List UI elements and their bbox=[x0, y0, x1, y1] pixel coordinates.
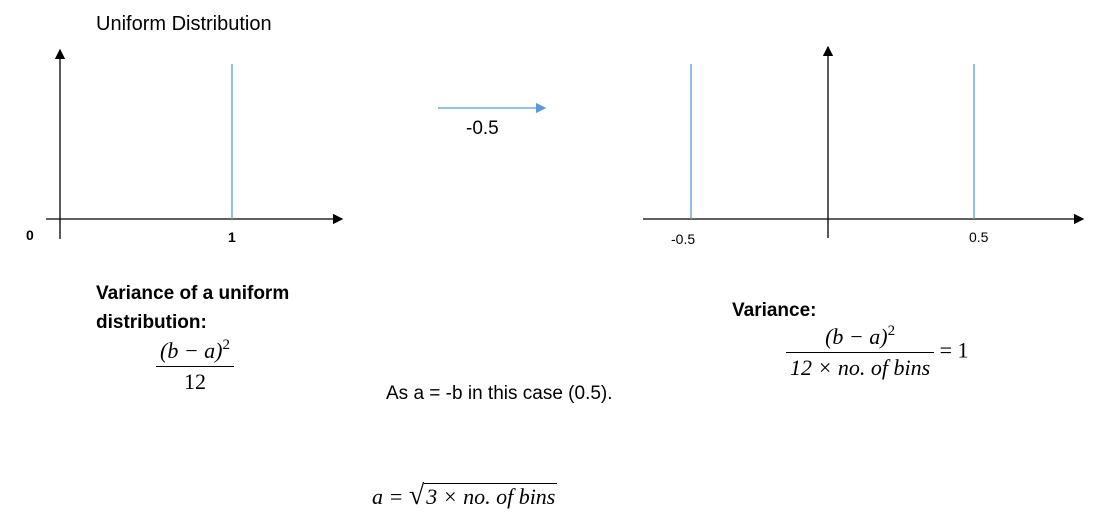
variance-bins-equals: = 1 bbox=[939, 337, 969, 363]
case-note: As a = -b in this case (0.5). bbox=[386, 383, 613, 404]
shift-label: -0.5 bbox=[466, 118, 499, 139]
result-formula: a = √ 3 × no. of bins bbox=[372, 480, 558, 511]
left-tick-label: 1 bbox=[228, 229, 236, 245]
right-right-tick-label: 0.5 bbox=[969, 229, 989, 245]
right-left-tick-label: -0.5 bbox=[671, 231, 696, 247]
variance-uniform-denominator: 12 bbox=[184, 369, 206, 395]
left-origin-label: 0 bbox=[26, 227, 34, 243]
sqrt-sign: √ bbox=[408, 480, 425, 511]
variance-bins-formula: (b − a)2 12 × no. of bins = 1 bbox=[786, 324, 969, 381]
variance-uniform-formula: (b − a)2 12 bbox=[156, 338, 234, 395]
result-lhs: a = bbox=[372, 484, 404, 509]
variance-bins-denominator: 12 × no. of bins bbox=[790, 355, 931, 381]
variance-uniform-heading-line1: Variance of a uniform bbox=[96, 283, 290, 304]
result-radicand: 3 × no. of bins bbox=[426, 484, 556, 509]
variance-uniform-exponent: 2 bbox=[222, 337, 231, 353]
variance-uniform-heading: Variance of a uniform distribution: bbox=[96, 279, 289, 337]
variance-bins-exponent: 2 bbox=[887, 323, 896, 339]
variance-uniform-numerator: (b − a) bbox=[160, 338, 223, 363]
variance-uniform-heading-line2: distribution: bbox=[96, 312, 207, 333]
left-plot-title: Uniform Distribution bbox=[96, 13, 272, 35]
variance-bins-heading: Variance: bbox=[732, 300, 817, 321]
variance-bins-numerator: (b − a) bbox=[825, 324, 888, 349]
